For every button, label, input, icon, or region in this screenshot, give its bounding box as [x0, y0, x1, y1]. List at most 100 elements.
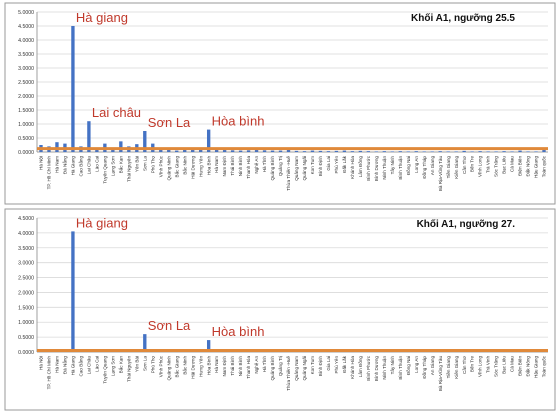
x-tick-label: Quảng Ninh [166, 156, 171, 181]
x-tick-label: Bình Thuận [398, 356, 403, 380]
x-tick-label: Vĩnh Phúc [158, 355, 163, 377]
bar [286, 148, 291, 152]
bar [350, 151, 355, 152]
bar [119, 141, 123, 152]
x-tick-label: Cần Thơ [462, 356, 467, 374]
x-tick-label: Lai Châu [86, 156, 91, 175]
x-tick-label: Bạc Liêu [502, 356, 507, 374]
bar [494, 151, 498, 152]
x-tick-label: Lạng Sơn [110, 156, 115, 177]
bar [159, 149, 163, 152]
x-tick-label: Quảng Ngãi [302, 356, 307, 381]
x-tick-label: Thừa Thiên -Huế [286, 156, 291, 191]
bar [214, 149, 219, 152]
x-tick-label: Bắc Kạn [117, 356, 123, 374]
y-tick-label: 0.5000 [18, 335, 34, 341]
bar [254, 149, 259, 152]
x-tick-label: An Giang [430, 156, 435, 176]
x-tick-label: Bắc Giang [173, 356, 179, 378]
bar [238, 150, 243, 152]
x-tick-label: Thái Nguyên [126, 356, 131, 382]
y-tick-label: 1.0000 [18, 122, 34, 128]
y-tick-label: 2.5000 [18, 80, 34, 86]
bar [55, 142, 59, 152]
x-tick-label: Phú Thọ [150, 156, 155, 174]
x-tick-label: Bình Định [318, 356, 323, 377]
bar [111, 149, 115, 152]
bar [262, 150, 267, 152]
x-tick-label: Cao Bằng [78, 356, 84, 377]
x-tick-label: Bến Tre [470, 156, 475, 173]
bar [454, 151, 458, 152]
chart-frame [4, 2, 556, 205]
bar [318, 150, 323, 152]
bar [406, 151, 410, 152]
bar [278, 150, 283, 152]
bar [175, 150, 179, 152]
x-tick-label: Kiên Giang [454, 156, 459, 179]
bar [518, 150, 522, 152]
x-tick-label: Kiên Giang [454, 356, 459, 379]
y-tick-label: 0.0000 [18, 150, 34, 156]
x-tick-label: Nam Định [222, 356, 227, 377]
annotation-label: Lai châu [92, 105, 141, 120]
x-tick-label: Thái Bình [230, 356, 235, 376]
bar [446, 151, 450, 152]
x-tick-label: Cà Mau [510, 156, 515, 173]
x-tick-label: Đồng Tháp [422, 356, 427, 379]
bar [143, 131, 147, 152]
x-tick-label: Bình Thuận [398, 156, 403, 180]
bar [191, 149, 195, 152]
annotation-label: Hòa bình [212, 114, 265, 129]
x-tick-label: Nghệ An [254, 356, 259, 374]
x-tick-label: Quảng Ngãi [302, 156, 307, 181]
bar [206, 340, 211, 352]
bar [486, 151, 490, 152]
x-tick-label: Quảng Bình [270, 156, 275, 181]
x-tick-label: Quảng Bình [270, 356, 275, 381]
y-tick-label: 3.0000 [18, 261, 34, 267]
x-tick-label: Hà Giang [71, 156, 76, 176]
y-tick-label: 4.0000 [18, 231, 34, 237]
x-tick-label: Lào Cai [94, 156, 99, 172]
bar [71, 26, 75, 152]
x-tick-label: Đồng Nai [406, 356, 411, 375]
bar [167, 149, 171, 152]
x-tick-label: Hà Tĩnh [262, 356, 267, 373]
chart-frame [4, 208, 556, 411]
x-tick-label: Hà Nam [214, 156, 219, 173]
x-tick-label: Kon Tum [310, 356, 315, 375]
x-tick-label: Điện Biên [518, 156, 523, 176]
x-tick-label: Thanh Hóa [246, 156, 251, 179]
x-tick-label: Bình Định [318, 156, 323, 177]
x-tick-label: Hà Nam [55, 356, 60, 373]
bar [542, 148, 546, 152]
y-tick-label: 3.0000 [18, 66, 34, 72]
bar [270, 150, 275, 152]
x-tick-label: Khánh Hòa [350, 356, 355, 379]
x-tick-label: Đà Nẵng [62, 356, 68, 375]
annotation-label: Hà giang [76, 215, 128, 230]
x-tick-label: Hà Tĩnh [262, 156, 267, 173]
x-tick-label: Hậu Giang [534, 356, 539, 378]
x-tick-label: Hải Dương [190, 156, 195, 179]
x-tick-label: Quảng Nam [294, 356, 299, 381]
bar [462, 150, 466, 152]
bar [374, 151, 379, 152]
x-tick-label: Bạc Liêu [502, 156, 507, 174]
x-tick-label: Cần Thơ [462, 156, 467, 174]
y-tick-label: 5.0000 [18, 10, 34, 16]
x-tick-label: Kon Tum [310, 156, 315, 175]
bar [143, 334, 147, 352]
x-tick-label: Sóc Trăng [494, 156, 499, 177]
x-tick-label: Đắk Lắk [341, 155, 347, 173]
y-tick-label: 3.5000 [18, 246, 34, 252]
bar [302, 151, 307, 152]
x-tick-label: Bà Rịa-Vũng Tàu [438, 156, 443, 192]
x-tick-label: Quảng Trị [278, 156, 283, 176]
x-tick-label: TP. Hồ Chí Minh [47, 356, 52, 390]
y-tick-label: 2.0000 [18, 94, 34, 100]
x-tick-label: Bà Rịa-Vũng Tàu [438, 356, 443, 392]
x-tick-label: Quảng Ninh [166, 356, 171, 381]
